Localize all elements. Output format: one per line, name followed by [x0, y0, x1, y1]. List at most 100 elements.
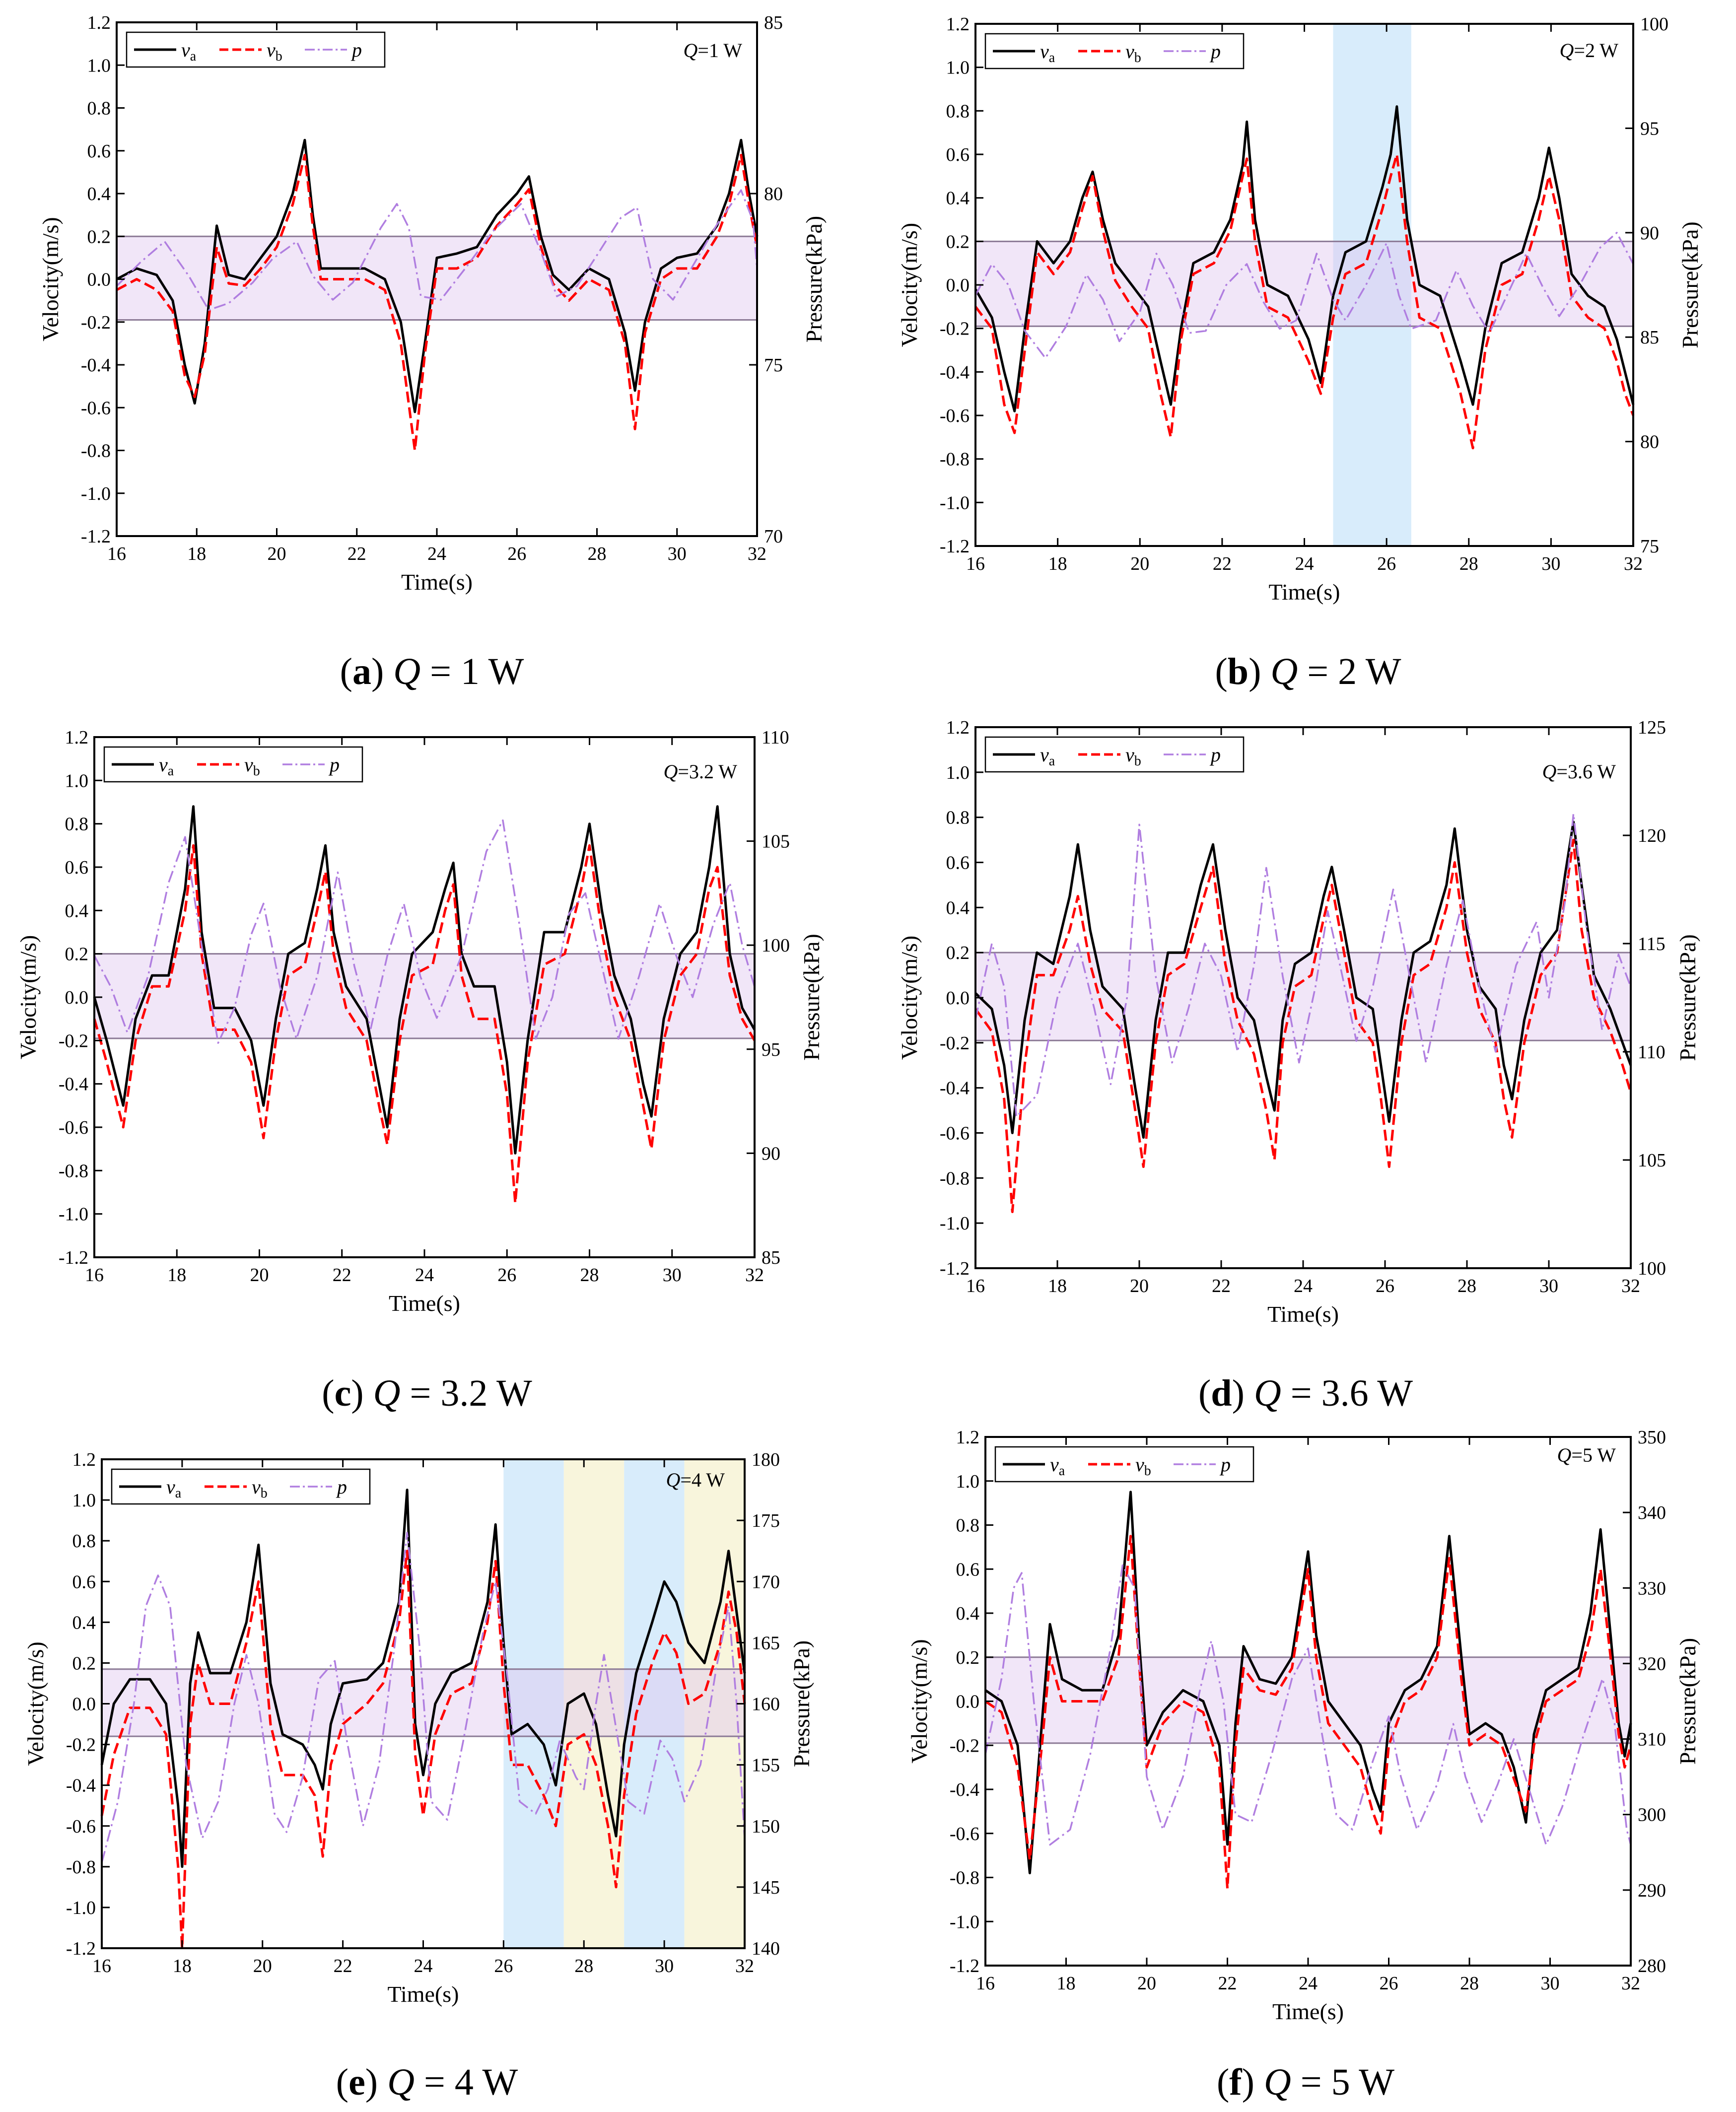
- x-tick-label: 26: [507, 544, 526, 564]
- series-va: [93, 805, 756, 1155]
- series-p: [116, 189, 758, 311]
- legend-label: p: [328, 753, 340, 776]
- series-p: [93, 819, 756, 1044]
- y-tick-label: 1.0: [956, 1471, 980, 1492]
- x-tick-label: 32: [748, 544, 766, 564]
- y-tick-label: -0.8: [59, 1160, 88, 1181]
- y-tick-label: -0.2: [66, 1735, 96, 1756]
- y-tick-label: -0.2: [940, 1033, 970, 1054]
- x-tick-label: 26: [494, 1956, 513, 1976]
- y-tick-label: 1.0: [946, 58, 970, 78]
- x-tick-label: 24: [427, 544, 446, 564]
- y-tick-label: 0.0: [65, 987, 89, 1008]
- plot-d: 16 18 20 22 24 26 28 30 32 -1.2 -1.0 -0.8 -0.6 -0.4 -0…: [897, 717, 1700, 1327]
- x-tick-label: 18: [1048, 1276, 1067, 1296]
- y2-tick-label: 140: [752, 1938, 780, 1959]
- x-tick-label: 32: [745, 1265, 764, 1286]
- y-tick-label: 0.4: [72, 1612, 96, 1633]
- x-axis-label: Time(s): [389, 1291, 460, 1316]
- x-tick-label: 16: [966, 1276, 985, 1296]
- legend-label: vb: [244, 753, 260, 779]
- y-tick-label: 0.2: [946, 231, 970, 252]
- y2-tick-label: 330: [1638, 1578, 1666, 1599]
- y-tick-label: 0.6: [87, 141, 111, 162]
- x-tick-label: 18: [173, 1956, 192, 1976]
- y-tick-label: 0.6: [946, 853, 970, 874]
- y2-axis-label: Pressure(kPa): [1675, 1638, 1700, 1765]
- panel-caption-b: (b) Q = 2 W: [1215, 651, 1401, 692]
- legend-label: p: [1219, 1453, 1231, 1476]
- x-tick-label: 24: [1294, 1276, 1313, 1296]
- y-tick-label: -0.8: [940, 449, 970, 470]
- series-vb: [93, 844, 756, 1205]
- x-tick-label: 18: [187, 544, 206, 564]
- y-tick-label: -0.8: [81, 441, 111, 462]
- legend-label: va: [1040, 744, 1055, 769]
- y2-tick-label: 75: [764, 355, 783, 376]
- y-tick-label: 1.2: [72, 1449, 96, 1470]
- y-tick-label: 1.2: [956, 1427, 980, 1448]
- y-tick-label: 0.2: [87, 226, 111, 247]
- y-tick-label: 0.8: [65, 814, 89, 835]
- y2-tick-label: 75: [1640, 536, 1659, 557]
- y-tick-label: -0.8: [940, 1168, 970, 1189]
- plot-f: 16 18 20 22 24 26 28 30 32 -1.2 -1.0 -0.8 -0.6 -0.4 -0…: [906, 1427, 1700, 2024]
- legend-label: va: [159, 753, 174, 779]
- y2-tick-label: 320: [1638, 1653, 1666, 1674]
- x-tick-label: 26: [1376, 1276, 1394, 1296]
- y-tick-label: 0.0: [946, 988, 970, 1009]
- panel-e: 16 18 20 22 24 26 28 30 32 -1.2 -1.0 -0.8 -0.6 -0.4 -0…: [23, 1449, 814, 2103]
- x-tick-label: 30: [655, 1956, 674, 1976]
- y-tick-label: -1.2: [81, 526, 111, 547]
- y2-tick-label: 115: [1638, 934, 1666, 954]
- x-axis-label: Time(s): [1267, 1301, 1339, 1327]
- y-tick-label: 0.8: [946, 101, 970, 122]
- panel-a: 16 18 20 22 24 26 28 30 32 -1.2 -1.0 -0.8 -0.6 -0.4 -0…: [38, 12, 827, 692]
- y2-axis-label: Pressure(kPa): [799, 934, 824, 1061]
- y-tick-label: -0.8: [950, 1868, 979, 1889]
- y-tick-label: 0.4: [65, 900, 89, 921]
- y-tick-label: 1.0: [65, 770, 89, 791]
- y-axis-label: Velocity(m/s): [38, 217, 63, 341]
- panel-caption-c: (c) Q = 3.2 W: [322, 1372, 532, 1414]
- x-tick-label: 20: [268, 544, 286, 564]
- x-tick-label: 30: [1541, 1973, 1560, 1994]
- x-tick-label: 28: [588, 544, 607, 564]
- y-tick-label: 0.8: [72, 1531, 96, 1552]
- y2-tick-label: 90: [1640, 223, 1659, 244]
- y-tick-label: -1.0: [940, 492, 970, 513]
- y2-tick-label: 105: [1638, 1150, 1666, 1171]
- series-p: [101, 1532, 746, 1863]
- x-tick-label: 30: [663, 1265, 682, 1286]
- legend-label: vb: [1135, 1453, 1151, 1479]
- y-tick-label: -1.0: [81, 483, 111, 504]
- threshold-band: [975, 953, 1631, 1041]
- x-tick-label: 24: [1299, 1973, 1318, 1994]
- x-tick-label: 22: [347, 544, 366, 564]
- x-tick-label: 24: [414, 1956, 433, 1976]
- plot-e: 16 18 20 22 24 26 28 30 32 -1.2 -1.0 -0.8 -0.6 -0.4 -0…: [23, 1449, 814, 2007]
- y2-tick-label: 165: [752, 1633, 780, 1653]
- y-tick-label: -0.6: [940, 1123, 970, 1144]
- y2-tick-label: 85: [764, 12, 783, 33]
- y-tick-label: -0.4: [81, 355, 111, 376]
- y-tick-label: 0.4: [87, 184, 111, 204]
- y2-tick-label: 180: [752, 1449, 780, 1470]
- legend-label: p: [336, 1476, 347, 1498]
- q-label-f: Q=5 W: [1557, 1444, 1616, 1466]
- y2-tick-label: 85: [1640, 327, 1659, 348]
- y-tick-label: -0.6: [940, 406, 970, 426]
- y-tick-label: 0.0: [956, 1692, 980, 1712]
- y-tick-label: 0.0: [946, 275, 970, 296]
- y-tick-label: 0.8: [946, 808, 970, 828]
- y-tick-label: -1.0: [950, 1911, 979, 1932]
- y-tick-label: 0.2: [946, 943, 970, 963]
- y2-tick-label: 150: [752, 1816, 780, 1837]
- y-tick-label: -1.0: [940, 1213, 970, 1234]
- series-va: [974, 105, 1635, 412]
- y-tick-label: 1.2: [65, 727, 89, 748]
- panel-caption-a: (a) Q = 1 W: [340, 651, 524, 692]
- y-tick-label: -0.4: [59, 1074, 88, 1095]
- legend-label: p: [1209, 40, 1221, 63]
- threshold-band: [117, 236, 757, 320]
